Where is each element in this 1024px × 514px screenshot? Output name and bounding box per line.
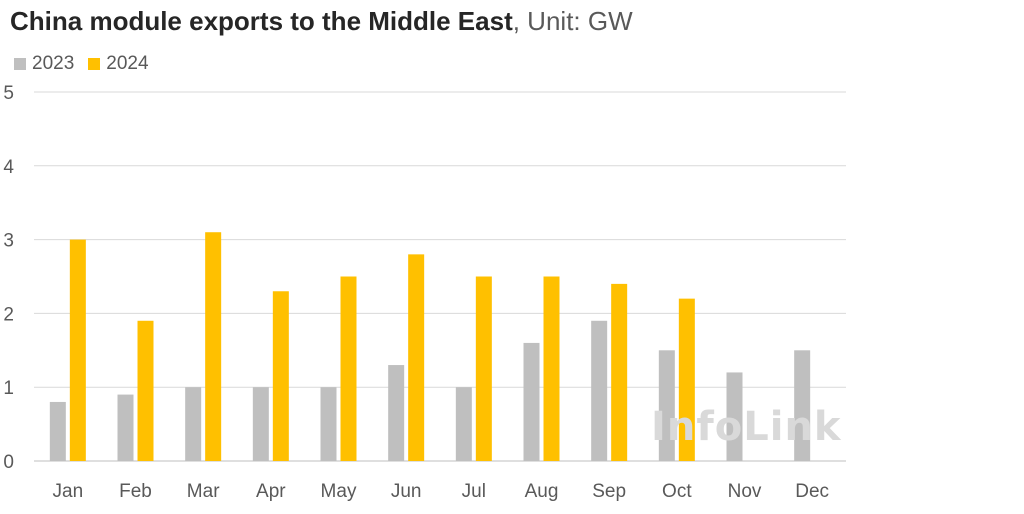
bar-2023-jan — [49, 401, 66, 461]
bar-2023-mar — [185, 387, 202, 461]
y-tick-label: 1 — [3, 378, 14, 399]
legend-item-2023: 2023 — [14, 53, 74, 75]
bar-2023-jul — [455, 387, 472, 461]
chart-title-main: China module exports to the Middle East — [10, 6, 513, 36]
bar-2024-apr — [272, 291, 289, 461]
legend-item-2024: 2024 — [88, 53, 149, 75]
infolink-watermark: InfoLink — [651, 404, 842, 450]
legend-label-2024: 2024 — [106, 53, 149, 74]
bar-2023-apr — [252, 387, 269, 461]
bar-2023-may — [320, 387, 337, 461]
x-tick-label: Apr — [256, 481, 286, 502]
y-tick-label: 5 — [3, 83, 14, 104]
legend: 2023 2024 — [14, 53, 149, 75]
bar-2024-jan — [69, 239, 86, 461]
y-tick-label: 0 — [3, 452, 14, 473]
legend-label-2023: 2023 — [32, 53, 75, 74]
bar-2024-oct — [678, 298, 695, 461]
legend-swatch-2024 — [88, 58, 101, 70]
bar-2024-may — [340, 276, 357, 461]
x-tick-label: Jan — [53, 481, 84, 502]
x-tick-label: Feb — [119, 481, 152, 502]
bar-2024-sep — [611, 283, 628, 461]
bar-2024-jul — [475, 276, 492, 461]
x-tick-label: Jul — [462, 481, 486, 502]
legend-swatch-2023 — [14, 58, 26, 70]
bar-2023-sep — [591, 320, 608, 461]
bar-2023-dec — [794, 350, 811, 461]
bar-2023-nov — [726, 372, 743, 461]
x-tick-label: Dec — [795, 481, 829, 502]
bar-2023-jun — [388, 365, 405, 461]
x-tick-label: May — [321, 481, 357, 502]
x-tick-label: Aug — [525, 481, 559, 502]
chart-title-unit: , Unit: GW — [512, 6, 633, 36]
bar-2023-feb — [117, 394, 134, 461]
bar-2024-mar — [205, 232, 222, 461]
y-tick-label: 2 — [3, 304, 14, 325]
bar-2024-feb — [137, 320, 154, 461]
bar-2023-oct — [658, 350, 675, 461]
y-tick-label: 3 — [3, 231, 14, 252]
x-tick-label: Nov — [728, 481, 762, 502]
y-tick-label: 4 — [3, 157, 14, 178]
x-tick-label: Sep — [592, 481, 626, 502]
chart-title: China module exports to the Middle East,… — [10, 6, 633, 37]
bar-2024-jun — [408, 254, 425, 461]
bar-2024-aug — [543, 276, 560, 461]
x-tick-label: Jun — [391, 481, 422, 502]
bar-2023-aug — [523, 342, 540, 461]
x-tick-label: Mar — [187, 481, 220, 502]
x-tick-label: Oct — [662, 481, 692, 502]
